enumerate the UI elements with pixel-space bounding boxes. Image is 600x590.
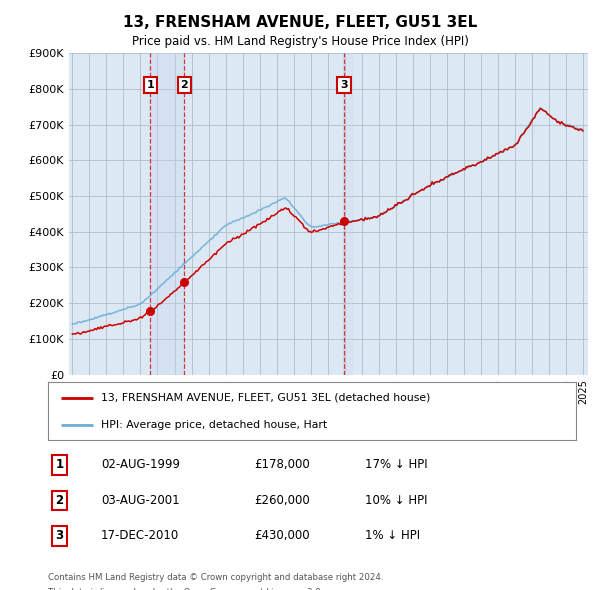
Text: 1% ↓ HPI: 1% ↓ HPI xyxy=(365,529,420,542)
Text: 10% ↓ HPI: 10% ↓ HPI xyxy=(365,494,427,507)
Bar xyxy=(151,53,184,375)
Text: 17% ↓ HPI: 17% ↓ HPI xyxy=(365,458,427,471)
Bar xyxy=(343,53,352,375)
Text: 13, FRENSHAM AVENUE, FLEET, GU51 3EL: 13, FRENSHAM AVENUE, FLEET, GU51 3EL xyxy=(123,15,477,30)
Text: Contains HM Land Registry data © Crown copyright and database right 2024.: Contains HM Land Registry data © Crown c… xyxy=(48,573,383,582)
Text: £178,000: £178,000 xyxy=(254,458,310,471)
Text: 2: 2 xyxy=(56,494,64,507)
Text: 03-AUG-2001: 03-AUG-2001 xyxy=(101,494,179,507)
Text: 17-DEC-2010: 17-DEC-2010 xyxy=(101,529,179,542)
Text: HPI: Average price, detached house, Hart: HPI: Average price, detached house, Hart xyxy=(101,420,327,430)
Text: £260,000: £260,000 xyxy=(254,494,310,507)
Text: 2: 2 xyxy=(181,80,188,90)
Text: This data is licensed under the Open Government Licence v3.0.: This data is licensed under the Open Gov… xyxy=(48,588,323,590)
Text: £430,000: £430,000 xyxy=(254,529,310,542)
Text: 3: 3 xyxy=(340,80,348,90)
Text: 3: 3 xyxy=(56,529,64,542)
Text: 13, FRENSHAM AVENUE, FLEET, GU51 3EL (detached house): 13, FRENSHAM AVENUE, FLEET, GU51 3EL (de… xyxy=(101,393,430,403)
Text: 1: 1 xyxy=(56,458,64,471)
Text: 02-AUG-1999: 02-AUG-1999 xyxy=(101,458,180,471)
Text: 1: 1 xyxy=(146,80,154,90)
Text: Price paid vs. HM Land Registry's House Price Index (HPI): Price paid vs. HM Land Registry's House … xyxy=(131,35,469,48)
